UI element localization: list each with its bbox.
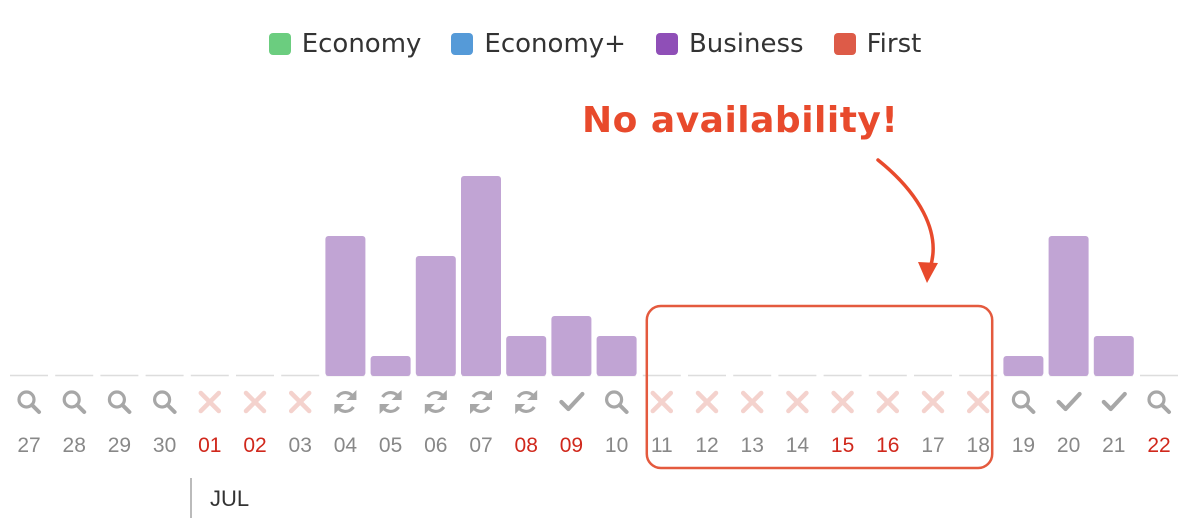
legend: Economy Economy+ Business First xyxy=(0,26,1190,62)
date-label-17: 17 xyxy=(921,434,944,457)
legend-swatch-economy-plus xyxy=(451,33,474,55)
bars-layer xyxy=(10,176,1178,377)
date-label-12: 12 xyxy=(695,434,718,457)
date-label-01: 01 xyxy=(198,434,221,457)
date-label-13: 13 xyxy=(741,434,764,457)
unavailable-icon xyxy=(876,390,900,414)
date-label-09: 09 xyxy=(560,434,583,457)
date-label-22: 22 xyxy=(1147,434,1170,457)
legend-label-economy: Economy xyxy=(301,29,422,59)
no-availability-annotation: No availability! xyxy=(582,100,899,141)
date-label-28: 28 xyxy=(63,434,86,457)
search-icon[interactable] xyxy=(1011,390,1036,414)
date-label-03: 03 xyxy=(289,434,312,457)
date-label-08: 08 xyxy=(515,434,538,457)
unavailable-icon xyxy=(288,390,312,414)
search-icon[interactable] xyxy=(153,390,177,414)
unavailable-icon xyxy=(695,390,719,414)
bar-05[interactable] xyxy=(370,356,411,376)
unavailable-icon xyxy=(198,390,222,414)
annotation-layer xyxy=(645,158,994,470)
date-label-27: 27 xyxy=(17,434,40,457)
legend-label-economy-plus: Economy+ xyxy=(484,29,626,59)
refresh-icon[interactable] xyxy=(379,390,402,414)
date-label-20: 20 xyxy=(1057,434,1080,457)
check-icon[interactable] xyxy=(1101,391,1127,412)
date-label-10: 10 xyxy=(605,434,628,457)
legend-item-first[interactable]: First xyxy=(833,29,922,59)
annotation-arrow xyxy=(876,158,935,270)
refresh-icon[interactable] xyxy=(424,390,447,414)
month-label: JUL xyxy=(210,486,250,511)
refresh-icon[interactable] xyxy=(470,390,492,414)
bar-06[interactable] xyxy=(415,256,456,376)
date-label-18: 18 xyxy=(967,434,990,457)
date-label-14: 14 xyxy=(786,434,810,457)
date-label-02: 02 xyxy=(243,434,266,457)
bar-20[interactable] xyxy=(1048,236,1089,376)
legend-item-economy-plus[interactable]: Economy+ xyxy=(451,29,626,59)
legend-label-first: First xyxy=(866,29,922,59)
bar-09[interactable] xyxy=(551,316,592,376)
date-label-16: 16 xyxy=(876,434,899,457)
legend-swatch-business xyxy=(655,33,678,55)
date-label-30: 30 xyxy=(153,434,176,457)
search-icon[interactable] xyxy=(1147,390,1171,414)
date-label-07: 07 xyxy=(469,434,492,457)
search-icon[interactable] xyxy=(17,390,41,414)
refresh-icon[interactable] xyxy=(515,390,538,414)
date-label-15: 15 xyxy=(831,434,854,457)
bar-21[interactable] xyxy=(1093,336,1134,376)
bar-04[interactable] xyxy=(325,236,366,376)
bar-08[interactable] xyxy=(506,336,547,376)
search-icon[interactable] xyxy=(604,390,629,414)
legend-label-business: Business xyxy=(688,29,804,59)
date-label-04: 04 xyxy=(334,434,358,457)
bar-19[interactable] xyxy=(1003,356,1044,376)
unavailable-icon xyxy=(243,390,267,414)
bar-07[interactable] xyxy=(461,176,501,376)
date-label-29: 29 xyxy=(108,434,131,457)
no-availability-box xyxy=(645,304,994,470)
date-label-05: 05 xyxy=(379,434,402,457)
search-icon[interactable] xyxy=(107,390,132,414)
date-label-21: 21 xyxy=(1102,434,1125,457)
month-divider xyxy=(190,478,192,518)
check-icon[interactable] xyxy=(1056,391,1082,412)
date-label-19: 19 xyxy=(1012,434,1035,457)
search-icon[interactable] xyxy=(62,390,87,414)
unavailable-icon xyxy=(831,390,854,414)
annotation-arrowhead xyxy=(918,262,938,283)
legend-item-business[interactable]: Business xyxy=(655,29,804,59)
date-label-11: 11 xyxy=(651,434,673,457)
status-icons-layer xyxy=(17,390,1171,414)
unavailable-icon xyxy=(921,390,945,414)
date-labels-layer: 27 28 29 30 01 02 03 04 05 06 07 08 09 10 11 12 13 14 15 16… xyxy=(17,434,1170,457)
date-label-06: 06 xyxy=(424,434,447,457)
legend-swatch-first xyxy=(833,33,856,55)
unavailable-icon xyxy=(650,390,674,414)
bar-10[interactable] xyxy=(596,336,637,376)
legend-item-economy[interactable]: Economy xyxy=(268,29,422,59)
unavailable-icon xyxy=(966,390,990,414)
legend-swatch-economy xyxy=(268,33,291,55)
refresh-icon[interactable] xyxy=(334,390,357,414)
check-icon[interactable] xyxy=(559,391,585,412)
unavailable-icon xyxy=(786,390,809,414)
unavailable-icon xyxy=(740,390,764,414)
